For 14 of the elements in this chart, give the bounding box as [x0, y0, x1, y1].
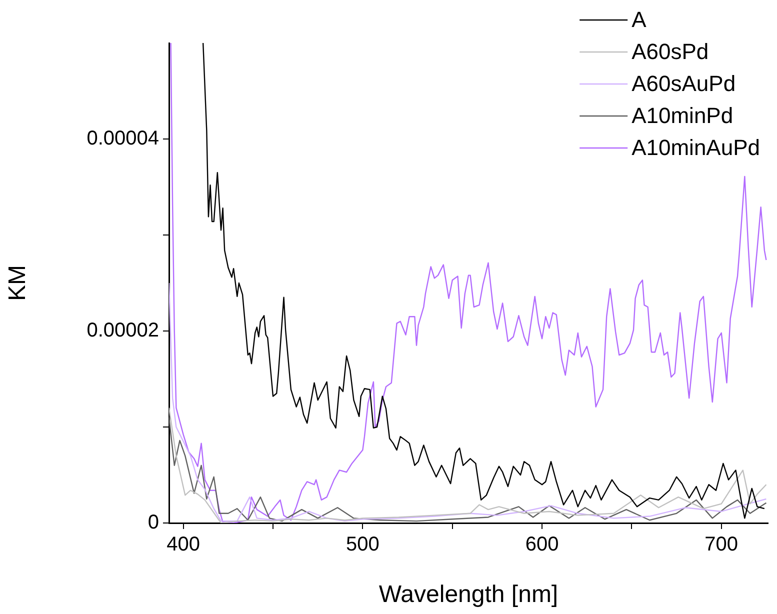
x-axis-title: Wavelength [nm] [378, 581, 558, 608]
legend-label: A10minPd [632, 103, 734, 128]
x-tick-label: 600 [525, 534, 559, 556]
legend-label: A60sPd [632, 39, 709, 64]
y-tick-label: 0.00002 [86, 320, 159, 342]
x-tick-label: 700 [704, 534, 738, 556]
y-tick-label: 0 [148, 512, 159, 534]
legend-label: A10minAuPd [632, 135, 760, 160]
legend-label: A60sAuPd [632, 71, 736, 96]
y-axis-title: KM [4, 265, 32, 301]
y-tick-label: 0.00004 [86, 128, 159, 150]
legend-label: A [632, 7, 647, 32]
x-tick-label: 400 [166, 534, 200, 556]
x-tick-label: 500 [346, 534, 380, 556]
